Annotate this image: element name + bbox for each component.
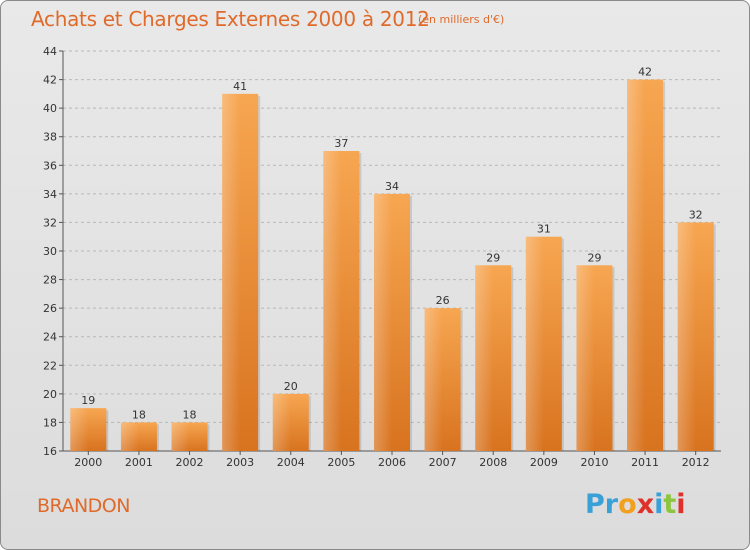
bar-highlight [120,422,139,451]
logo-letter: r [604,489,619,520]
chart-subtitle: (en milliers d'€) [418,13,505,26]
y-tick-label: 40 [43,102,57,115]
bar-highlight [424,308,443,451]
y-tick-label: 30 [43,245,57,258]
x-tick-label: 2000 [74,456,102,469]
bar-value-label: 41 [233,80,247,93]
logo-letter: P [585,489,605,520]
value-labels: 19 2000 18 2001 18 2002 41 2003 20 2004 37 2005 34 20… [74,66,709,469]
y-tick-label: 36 [43,159,57,172]
bar-value-label: 19 [81,394,95,407]
proxiti-logo: Proxiti [585,489,686,520]
bar-value-label: 37 [334,137,348,150]
bar-value-label: 31 [537,223,551,236]
logo-letter: t [663,489,677,520]
bar-highlight [475,265,494,451]
logo-letter: i [654,489,664,520]
bar-highlight [222,93,241,451]
y-tick-label: 28 [43,274,57,287]
bar-value-label: 32 [689,208,703,221]
y-tick-label: 42 [43,74,57,87]
x-tick-label: 2011 [631,456,659,469]
y-tick-label: 38 [43,131,57,144]
y-tick-label: 18 [43,416,57,429]
x-tick-label: 2009 [530,456,558,469]
chart-title: Achats et Charges Externes 2000 à 2012 [31,7,430,31]
logo-letter: i [676,489,686,520]
bar-value-label: 34 [385,180,399,193]
logo-letter: x [636,489,655,520]
x-tick-label: 2012 [682,456,710,469]
x-tick-label: 2003 [226,456,254,469]
x-tick-label: 2004 [277,456,305,469]
x-tick-label: 2002 [176,456,204,469]
bar-value-label: 18 [183,408,197,421]
x-tick-label: 2010 [580,456,608,469]
bar-value-label: 20 [284,380,298,393]
y-tick-label: 22 [43,359,57,372]
bar-value-label: 26 [436,294,450,307]
x-tick-label: 2006 [378,456,406,469]
bar-highlight [627,79,646,452]
bar-highlight [171,422,190,451]
bar-value-label: 18 [132,408,146,421]
bar-highlight [323,151,342,451]
bar-highlight [70,408,89,451]
y-tick-label: 34 [43,188,57,201]
bar-highlight [525,236,544,451]
bar-value-label: 29 [486,251,500,264]
bar-value-label: 42 [638,66,652,79]
bar-highlight [374,193,392,451]
bar-highlight [272,393,291,451]
y-tick-label: 26 [43,302,57,315]
x-tick-label: 2008 [479,456,507,469]
x-tick-label: 2001 [125,456,153,469]
bars [70,79,716,452]
y-tick-label: 24 [43,331,57,344]
place-name: BRANDON [37,495,130,517]
y-tick-label: 20 [43,388,57,401]
bar-highlight [677,222,696,451]
x-tick-label: 2007 [429,456,457,469]
y-tick-label: 16 [43,445,57,458]
x-tick-label: 2005 [327,456,355,469]
bar-highlight [576,265,595,451]
y-tick-label: 32 [43,216,57,229]
bar-value-label: 29 [587,251,601,264]
y-tick-label: 44 [43,45,57,58]
logo-letter: o [618,489,637,520]
